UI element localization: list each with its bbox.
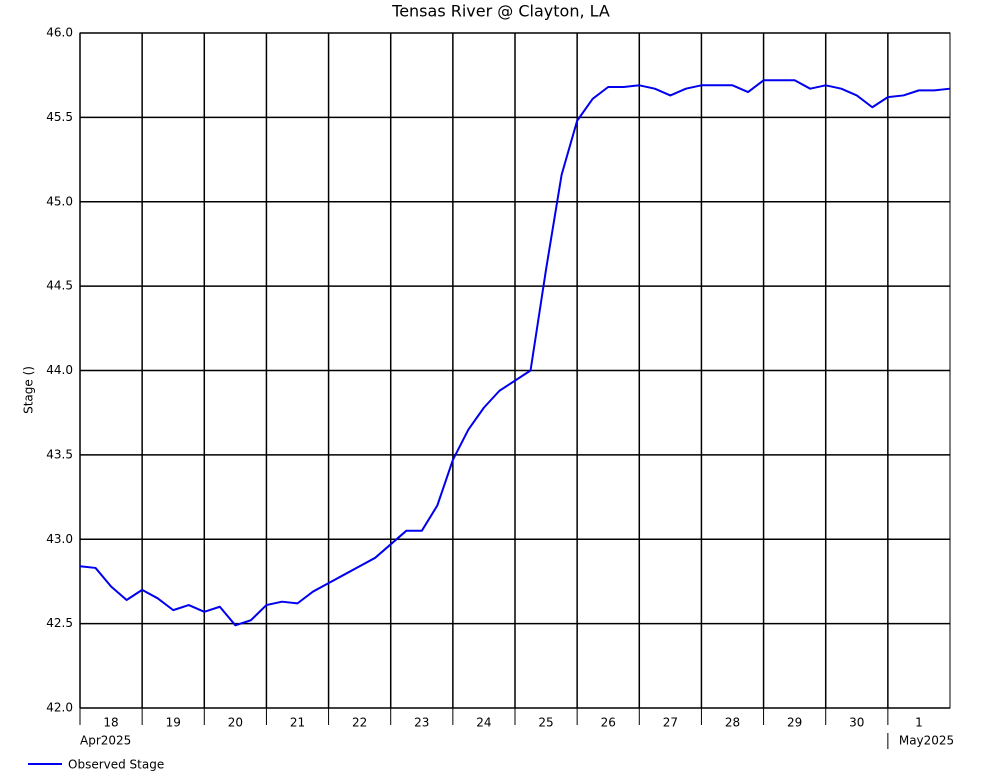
x-tick-label: 30 [849,716,864,730]
chart-title: Tensas River @ Clayton, LA [391,2,610,21]
legend-label: Observed Stage [68,758,164,772]
period-label: Apr2025 [80,734,131,748]
x-tick-label: 1 [915,716,923,730]
x-tick-label: 19 [166,716,181,730]
y-tick-label: 44.0 [46,363,73,377]
y-tick-label: 43.0 [46,532,73,546]
x-tick-label: 28 [725,716,740,730]
data-line [79,79,951,627]
x-tick-label: 23 [414,716,429,730]
x-tick-label: 29 [787,716,802,730]
x-tick-label: 25 [538,716,553,730]
y-axis-label: Stage () [22,366,36,414]
x-tick-label: 26 [601,716,616,730]
y-tick-label: 43.5 [46,447,73,461]
y-tick-label: 42.0 [46,701,73,715]
y-tick-label: 45.5 [46,110,73,124]
x-tick-label: 24 [476,716,491,730]
x-tick-label: 21 [290,716,305,730]
x-tick-label: 27 [663,716,678,730]
y-tick-label: 44.5 [46,279,73,293]
x-tick-label: 20 [228,716,243,730]
x-tick-label: 18 [103,716,118,730]
y-tick-label: 45.0 [46,194,73,208]
plot-frame [79,32,951,709]
period-label: May2025 [899,734,954,748]
y-tick-label: 42.5 [46,616,73,630]
x-tick-label: 22 [352,716,367,730]
y-tick-label: 46.0 [46,26,73,40]
